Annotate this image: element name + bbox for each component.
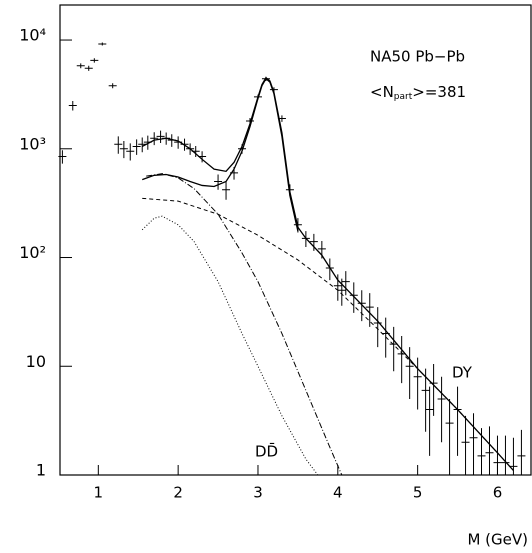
data-point [365,293,374,327]
npart-suffix: >=381 [412,83,466,101]
data-point [108,83,117,89]
data-point [214,174,223,190]
y-tick-label: 1 [36,461,46,480]
npart-label: <Npart>=381 [370,83,466,102]
x-tick-label: 3 [253,484,263,502]
dd-label: DD̄ [255,442,278,461]
data-point [98,42,107,46]
data-point [357,290,366,322]
npart-sub: part [394,92,413,102]
data-point [445,398,454,475]
y-tick-label: 10 [26,352,46,371]
fit-curve [146,173,343,476]
x-axis-label: M (GeV) [467,531,528,549]
data-point [485,426,494,475]
data-point [84,65,93,71]
data-point [132,139,141,155]
fit-curve [141,76,514,471]
data-point [90,58,99,63]
data-point [461,415,470,475]
data-point [349,282,358,313]
data-point [337,278,346,306]
fit-curve [141,215,319,476]
data-point [76,63,85,69]
data-point [425,386,434,456]
data-point [389,326,398,372]
data-point [333,274,342,301]
data-point [421,368,430,432]
dy-label: DY [452,364,473,382]
data-point [150,132,159,146]
data-point [156,130,165,144]
data-point [119,140,128,159]
fit-curve [142,77,299,232]
data-point [114,136,123,154]
data-point [429,363,438,416]
chart-title: NA50 Pb−Pb [370,48,465,66]
npart-prefix: <N [370,83,394,101]
data-point [453,386,462,456]
y-tick-label: 10² [19,243,46,262]
x-tick-label: 4 [333,484,343,502]
data-point [413,357,422,410]
data-point [325,258,334,281]
y-tick-label: 10⁴ [19,26,46,45]
x-tick-label: 5 [413,484,423,502]
data-point [341,271,350,296]
data-point [517,429,526,475]
data-point [68,101,77,111]
y-tick-label: 10³ [19,134,46,153]
data-point [405,347,414,399]
x-tick-label: 1 [94,484,104,502]
data-point [469,413,478,475]
data-point [501,435,510,475]
data-point [126,143,135,161]
data-point [222,181,231,200]
fit-curve [142,197,514,471]
plot-frame [59,4,532,476]
data-point [309,233,318,251]
data-point [138,137,147,153]
data-point [437,376,446,443]
data-point [397,335,406,384]
data-point [58,150,67,164]
data-point [493,435,502,475]
x-tick-label: 6 [493,484,503,502]
x-tick-label: 2 [173,484,183,502]
data-point [509,437,518,475]
data-point [373,307,382,348]
